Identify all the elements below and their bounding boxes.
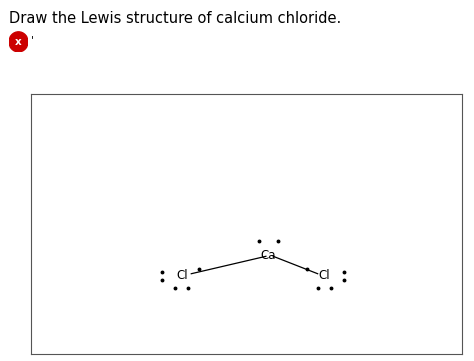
Text: Draw the Lewis structure of calcium chloride.: Draw the Lewis structure of calcium chlo… [9,11,341,26]
Circle shape [9,32,28,52]
Text: Cl: Cl [319,269,330,282]
Text: Cl: Cl [176,269,188,282]
Text: x: x [15,37,22,47]
Text: Ca: Ca [260,248,276,261]
Text: ': ' [31,35,35,45]
